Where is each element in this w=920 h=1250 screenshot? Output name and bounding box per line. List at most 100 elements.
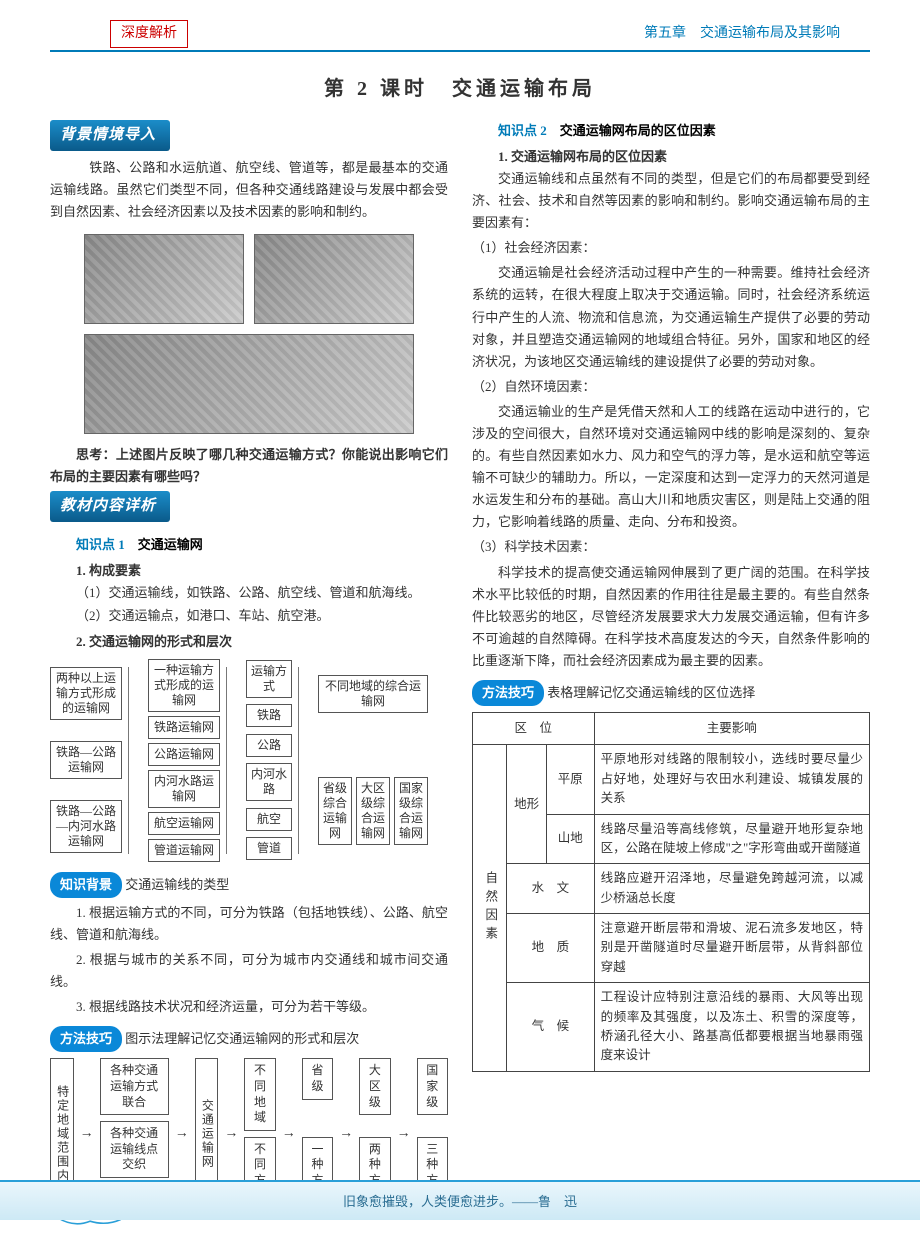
pill-label: 知识背景: [50, 872, 122, 898]
think-prompt: 思考：上述图片反映了哪几种交通运输方式？你能说出影响它们布局的主要因素有哪些吗？: [50, 444, 448, 488]
group-natural: 自然因素: [479, 871, 500, 945]
fbox: 各种交通运输线点交织: [100, 1121, 169, 1178]
pill-knowledge-bg: 知识背景 交通运输线的类型: [50, 872, 448, 898]
heading-location-factors: 1. 交通运输网布局的区位因素: [472, 146, 870, 168]
fbox: 各种交通运输方式联合: [100, 1058, 169, 1115]
hbox: 铁路: [246, 704, 292, 727]
hierarchy-diagram: 两种以上运输方式形成的运输网 铁路—公路运输网 铁路—公路—内河水路运输网 一种…: [50, 659, 448, 862]
heading-form-level: 2. 交通运输网的形式和层次: [50, 631, 448, 653]
footer-quote: 旧象愈摧毁，人类便愈进步。——鲁 迅: [0, 1180, 920, 1220]
fbox: 国家级: [417, 1058, 448, 1115]
bg-3: 3. 根据线路技术状况和经济运量，可分为若干等级。: [50, 996, 448, 1018]
right-column: 知识点 2 交通运输网布局的区位因素 1. 交通运输网布局的区位因素 交通运输线…: [472, 120, 870, 1209]
r-h2: （2）自然环境因素：: [472, 376, 870, 398]
location-factors-table: 区 位 主要影响 自然因素 地形 平原 平原地形对线路的限制较小，选线时要尽量少…: [472, 712, 870, 1072]
hbox: 铁路运输网: [148, 716, 220, 739]
elem-2: （2）交通运输点，如港口、车站、航空港。: [50, 605, 448, 627]
r-h3: （3）科学技术因素：: [472, 536, 870, 558]
think-text: 思考：上述图片反映了哪几种交通运输方式？你能说出影响它们布局的主要因素有哪些吗？: [50, 447, 448, 484]
hbox: 铁路—公路运输网: [50, 741, 122, 779]
pill-method-right: 方法技巧 表格理解记忆交通运输线的区位选择: [472, 680, 870, 706]
left-column: 背景情境导入 铁路、公路和水运航道、航空线、管道等，都是最基本的交通运输线路。虽…: [50, 120, 448, 1209]
hbox: 内河水路: [246, 763, 292, 801]
hbox: 公路运输网: [148, 743, 220, 766]
cell-terrain: 地形: [507, 745, 547, 864]
pill-method-left: 方法技巧 图示法理解记忆交通运输网的形式和层次: [50, 1026, 448, 1052]
hbox: 公路: [246, 734, 292, 757]
pill-title: 表格理解记忆交通运输线的区位选择: [547, 685, 755, 700]
two-column-layout: 背景情境导入 铁路、公路和水运航道、航空线、管道等，都是最基本的交通运输线路。虽…: [50, 120, 870, 1209]
kp1-title: 交通运输网: [138, 537, 203, 552]
pill-label: 方法技巧: [472, 680, 544, 706]
cell-desc: 线路应避开沼泽地，尽量避免跨越河流，以减少桥涵总长度: [594, 864, 869, 914]
fbox: 大区级: [359, 1058, 390, 1115]
table-row: 地 质 注意避开断层带和滑坡、泥石流多发地区，特别是开凿隧道时尽量避开断层带，从…: [473, 914, 870, 983]
connector: [298, 659, 312, 862]
section-badge-intro: 背景情境导入: [50, 120, 170, 152]
connector: [128, 659, 142, 862]
cell-hydro: 水 文: [507, 864, 594, 914]
photo-row-1: [50, 234, 448, 324]
hbox: 一种运输方式形成的运输网: [148, 659, 220, 712]
hbox: 国家级综合运输网: [394, 777, 428, 845]
section-badge-content: 教材内容详析: [50, 491, 170, 523]
pill-title: 交通运输线的类型: [125, 877, 229, 892]
pill-title: 图示法理解记忆交通运输网的形式和层次: [125, 1031, 359, 1046]
hier-col-1: 两种以上运输方式形成的运输网 铁路—公路运输网 铁路—公路—内河水路运输网: [50, 659, 122, 862]
cell-desc: 工程设计应特别注意沿线的暴雨、大风等出现的频率及其强度，以及冻土、积雪的深度等，…: [594, 983, 869, 1072]
airport-photo: [84, 334, 414, 434]
depth-analysis-badge: 深度解析: [110, 20, 188, 48]
table-row: 水 文 线路应避开沼泽地，尽量避免跨越河流，以减少桥涵总长度: [473, 864, 870, 914]
knowledge-point-2: 知识点 2 交通运输网布局的区位因素: [472, 120, 870, 142]
table-row: 气 候 工程设计应特别注意沿线的暴雨、大风等出现的频率及其强度，以及冻土、积雪的…: [473, 983, 870, 1072]
photo-row-2: [50, 334, 448, 434]
table-row: 自然因素 地形 平原 平原地形对线路的限制较小，选线时要尽量少占好地，处理好与农…: [473, 745, 870, 814]
bg-2: 2. 根据与城市的关系不同，可分为城市内交通线和城市间交通线。: [50, 949, 448, 993]
r-p1: 交通运输是社会经济活动过程中产生的一种需要。维持社会经济系统的运转，在很大程度上…: [472, 262, 870, 372]
kp1-num: 知识点 1: [76, 537, 125, 552]
cell-mountain: 山地: [546, 814, 594, 864]
th-impact: 主要影响: [594, 713, 869, 745]
hbox: 大区级综合运输网: [356, 777, 390, 845]
cell-geology: 地 质: [507, 914, 594, 983]
hbox: 航空运输网: [148, 812, 220, 835]
mountain-road-photo: [254, 234, 414, 324]
hier-col-2: 一种运输方式形成的运输网 铁路运输网 公路运输网 内河水路运输网 航空运输网 管…: [148, 659, 220, 862]
r-p3: 科学技术的提高使交通运输网伸展到了更广阔的范围。在科学技术水平比较低的时期，自然…: [472, 562, 870, 672]
cell-desc: 线路尽量沿等高线修筑，尽量避开地形复杂地区，公路在陡坡上修成"之"字形弯曲或开凿…: [594, 814, 869, 864]
lesson-title: 第 2 课时 交通运输布局: [50, 72, 870, 106]
hbox: 两种以上运输方式形成的运输网: [50, 667, 122, 720]
table-header-row: 区 位 主要影响: [473, 713, 870, 745]
fbox: 省级: [302, 1058, 333, 1099]
r-p2: 交通运输业的生产是凭借天然和人工的线路在运动中进行的，它涉及的空间很大，自然环境…: [472, 401, 870, 534]
fbox: 不同地域: [244, 1058, 275, 1130]
cell-climate: 气 候: [507, 983, 594, 1072]
kp2-num: 知识点 2: [498, 123, 547, 138]
chapter-underline: [50, 50, 870, 52]
th-location: 区 位: [473, 713, 595, 745]
hbox: 不同地域的综合运输网: [318, 675, 428, 713]
bg-1: 1. 根据运输方式的不同，可分为铁路（包括地铁线）、公路、航空线、管道和航海线。: [50, 902, 448, 946]
cell-desc: 注意避开断层带和滑坡、泥石流多发地区，特别是开凿隧道时尽量避开断层带，从背斜部位…: [594, 914, 869, 983]
cell-plain: 平原: [546, 745, 594, 814]
connector: [226, 659, 240, 862]
hier-col-3: 运输方式 铁路 公路 内河水路 航空 管道: [246, 659, 292, 862]
highway-photo: [84, 234, 244, 324]
hbox: 运输方式: [246, 660, 292, 698]
intro-paragraph: 铁路、公路和水运航道、航空线、管道等，都是最基本的交通运输线路。虽然它们类型不同…: [50, 157, 448, 223]
kp2-title: 交通运输网布局的区位因素: [560, 123, 716, 138]
r-p0: 交通运输线和点虽然有不同的类型，但是它们的布局都要受到经济、社会、技术和自然等因…: [472, 168, 870, 234]
elem-1: （1）交通运输线，如铁路、公路、航空线、管道和航海线。: [50, 582, 448, 604]
hier-col-4: 不同地域的综合运输网 省级综合运输网 大区级综合运输网 国家级综合运输网: [318, 659, 428, 862]
hbox: 内河水路运输网: [148, 770, 220, 808]
hbox: 航空: [246, 808, 292, 831]
hbox: 管道: [246, 837, 292, 860]
hier-row-levels: 省级综合运输网 大区级综合运输网 国家级综合运输网: [318, 777, 428, 845]
knowledge-point-1: 知识点 1 交通运输网: [50, 534, 448, 556]
r-h1: （1）社会经济因素：: [472, 237, 870, 259]
hbox: 铁路—公路—内河水路运输网: [50, 800, 122, 853]
hbox: 省级综合运输网: [318, 777, 352, 845]
cell-desc: 平原地形对线路的限制较小，选线时要尽量少占好地，处理好与农田水利建设、城镇发展的…: [594, 745, 869, 814]
hbox: 管道运输网: [148, 839, 220, 862]
pill-label: 方法技巧: [50, 1026, 122, 1052]
